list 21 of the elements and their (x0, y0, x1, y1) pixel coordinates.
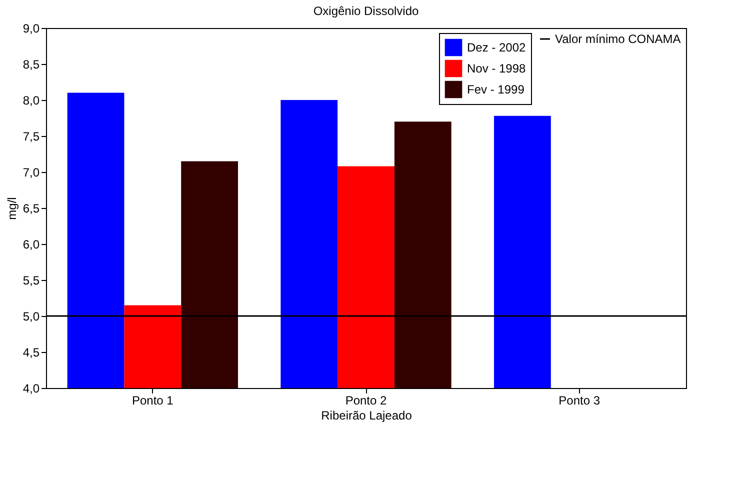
y-tick-label: 6,0 (22, 238, 40, 252)
legend-label: Fev - 1999 (467, 82, 525, 96)
y-axis-title: mg/l (4, 197, 19, 220)
x-tick-label: Ponto 2 (345, 394, 388, 408)
y-tick-label: 6,5 (22, 202, 40, 216)
y-tick-label: 4,0 (22, 382, 40, 396)
y-tick-label: 7,0 (22, 166, 40, 180)
legend-label: Dez - 2002 (467, 40, 526, 54)
chart-title: Oxigênio Dissolvido (313, 4, 420, 18)
legend-label: Valor mínimo CONAMA (555, 32, 681, 46)
y-tick-label: 5,0 (22, 310, 40, 324)
x-axis-title: Ribeirão Lajeado (321, 408, 412, 422)
y-tick-label: 8,5 (22, 58, 40, 72)
y-tick-label: 7,5 (22, 130, 40, 144)
y-tick-label: 4,5 (22, 346, 40, 360)
legend-label: Nov - 1998 (467, 62, 526, 76)
y-tick-label: 8,0 (22, 94, 40, 108)
y-tick-label: 5,5 (22, 274, 40, 288)
x-tick-label: Ponto 1 (132, 394, 174, 408)
y-tick-label: 9,0 (22, 22, 40, 36)
x-tick-label: Ponto 3 (558, 394, 600, 408)
